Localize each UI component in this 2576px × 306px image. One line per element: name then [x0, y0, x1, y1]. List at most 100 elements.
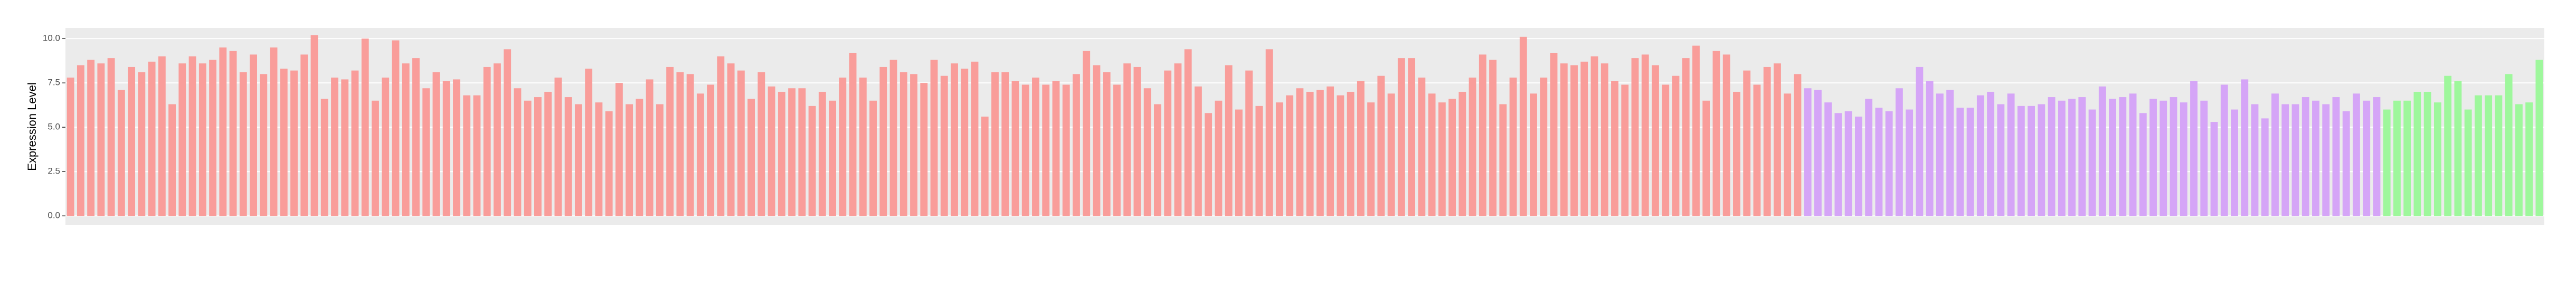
bar: [2505, 74, 2513, 216]
bar: [250, 54, 257, 216]
bar: [1347, 91, 1355, 216]
bar: [1083, 51, 1091, 216]
bar: [2312, 100, 2319, 216]
bar: [1286, 95, 1294, 216]
bar: [1184, 49, 1192, 216]
bar: [2068, 99, 2076, 216]
bar: [1550, 53, 1558, 216]
y-tick-label: 5.0: [48, 122, 60, 132]
bar: [97, 63, 105, 216]
bar: [859, 78, 867, 216]
bar: [1774, 63, 1781, 216]
bar: [798, 88, 806, 216]
y-tick-label: 0.0: [48, 211, 60, 221]
bar: [961, 69, 969, 216]
bar: [168, 104, 176, 216]
bar: [1357, 81, 1365, 216]
bar: [768, 86, 775, 216]
bar: [1966, 108, 1974, 216]
bar: [1164, 70, 1172, 216]
bar: [757, 72, 765, 216]
bar: [1489, 60, 1497, 216]
bar: [920, 83, 928, 216]
bar: [839, 78, 847, 216]
bar: [1722, 54, 1730, 216]
bar: [2058, 100, 2066, 216]
bar: [1245, 70, 1253, 216]
bar: [2525, 102, 2533, 216]
bar: [1499, 104, 1507, 216]
bar: [2464, 109, 2472, 216]
bar: [1804, 88, 1812, 216]
bar: [412, 58, 420, 216]
bar: [219, 47, 227, 216]
bar: [951, 63, 958, 216]
bar: [2048, 97, 2056, 216]
bar: [260, 74, 268, 216]
bar: [2007, 93, 2015, 216]
bar: [2322, 104, 2330, 216]
bar: [1225, 65, 1233, 216]
bar: [737, 70, 745, 216]
bar: [188, 56, 196, 216]
bar: [1448, 99, 1456, 216]
bar: [1479, 54, 1486, 216]
bar: [331, 78, 338, 216]
bar: [1519, 36, 1527, 216]
bar: [1174, 63, 1182, 216]
bar: [77, 65, 84, 216]
bar: [1652, 65, 1659, 216]
bar: [1296, 88, 1304, 216]
bar: [320, 99, 328, 216]
bar: [1530, 93, 1537, 216]
bar: [1001, 72, 1009, 216]
bar: [1692, 45, 1700, 216]
bar: [1032, 78, 1039, 216]
bar: [432, 72, 440, 216]
bar: [899, 72, 907, 216]
bar: [1459, 91, 1466, 216]
bar: [310, 35, 318, 216]
bar: [676, 72, 684, 216]
bar: [2423, 91, 2431, 216]
bar: [930, 60, 938, 216]
bar: [239, 72, 247, 216]
bar: [1377, 75, 1385, 216]
bar: [1763, 66, 1771, 216]
bar: [2220, 84, 2228, 216]
bar: [2535, 60, 2543, 216]
bar: [148, 61, 156, 216]
bar: [585, 69, 593, 216]
bar: [1662, 84, 1670, 216]
bar: [1327, 86, 1334, 216]
bar: [636, 99, 643, 216]
bar: [1275, 102, 1283, 216]
bar: [1337, 95, 1344, 216]
bar: [717, 56, 725, 216]
bar: [2495, 95, 2503, 216]
bar: [2393, 100, 2401, 216]
bar: [2231, 109, 2238, 216]
bar: [2180, 102, 2187, 216]
bar: [2515, 104, 2523, 216]
bar: [372, 100, 379, 216]
bar: [178, 63, 186, 216]
bar: [2129, 93, 2137, 216]
bar: [442, 81, 450, 216]
bar: [696, 93, 704, 216]
bar: [2078, 97, 2086, 216]
bar: [1712, 51, 1720, 216]
bar: [1814, 90, 1822, 216]
bar: [128, 66, 136, 216]
bar: [1042, 84, 1050, 216]
bar: [1123, 63, 1131, 216]
bar: [1073, 74, 1080, 216]
bar: [290, 70, 298, 216]
bar: [1824, 102, 1832, 216]
bar: [1408, 58, 1416, 216]
bar: [453, 79, 460, 216]
bar: [1956, 108, 1964, 216]
bar: [1540, 78, 1548, 216]
bar: [1987, 91, 1995, 216]
bar: [1306, 91, 1314, 216]
